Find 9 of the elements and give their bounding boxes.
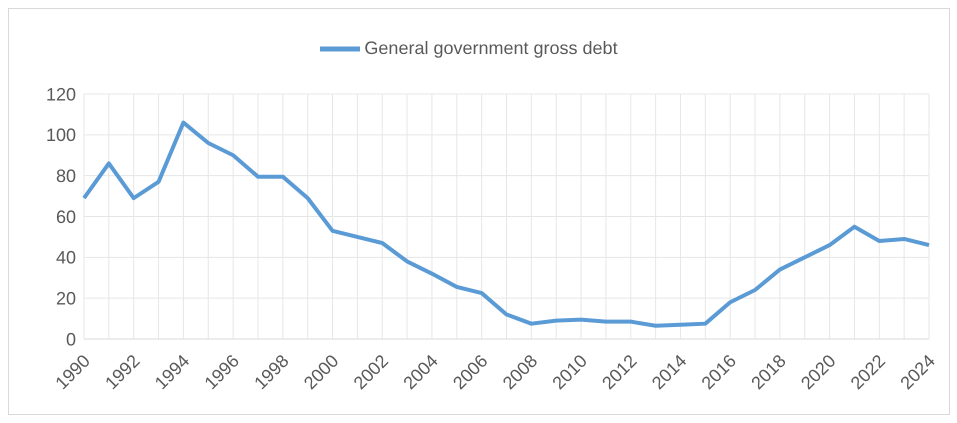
y-tick-label: 100: [46, 125, 76, 146]
y-tick-label: 80: [56, 166, 76, 186]
y-tick-label: 120: [46, 84, 76, 104]
y-tick-label: 60: [56, 206, 76, 227]
legend-label: General government gross debt: [364, 38, 618, 58]
line-series: [82, 120, 931, 328]
y-tick-label: 40: [56, 248, 76, 268]
y-tick-label: 0: [66, 329, 76, 350]
y-tick-label: 20: [56, 288, 76, 309]
